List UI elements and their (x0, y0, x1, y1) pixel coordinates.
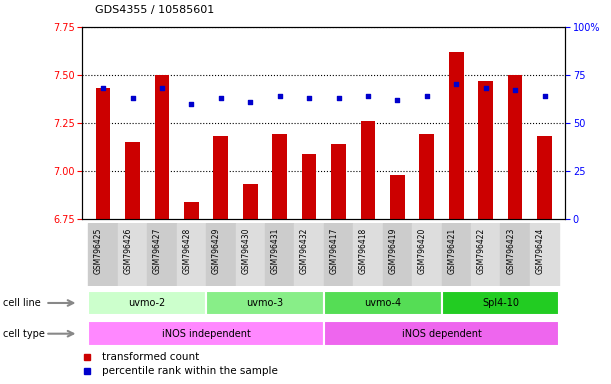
Text: GSM796424: GSM796424 (536, 228, 544, 274)
Text: GSM796430: GSM796430 (241, 228, 251, 274)
Bar (331, 144, 346, 219)
Bar (89, 321, 324, 346)
Point (392, 97, 402, 103)
Text: GSM796423: GSM796423 (506, 228, 515, 274)
Text: GDS4355 / 10585601: GDS4355 / 10585601 (95, 5, 214, 15)
Text: transformed count: transformed count (102, 352, 199, 362)
Text: uvmo-4: uvmo-4 (364, 298, 401, 308)
Text: percentile rank within the sample: percentile rank within the sample (102, 366, 277, 376)
Point (452, 81, 461, 88)
Bar (324, 291, 442, 315)
Point (510, 87, 520, 93)
Point (304, 95, 314, 101)
Bar (243, 184, 258, 219)
Bar (125, 142, 140, 219)
Bar (235, 223, 265, 286)
Bar (442, 291, 559, 315)
Text: GSM796432: GSM796432 (300, 228, 309, 274)
Text: GSM796419: GSM796419 (389, 228, 397, 274)
Text: GSM796421: GSM796421 (447, 228, 456, 274)
Bar (412, 223, 442, 286)
Bar (508, 75, 522, 219)
Bar (478, 81, 493, 219)
Bar (147, 223, 177, 286)
Bar (89, 223, 118, 286)
Text: GSM796431: GSM796431 (271, 228, 280, 274)
Bar (118, 223, 147, 286)
Text: uvmo-3: uvmo-3 (246, 298, 284, 308)
Bar (155, 75, 169, 219)
Point (540, 93, 549, 99)
Bar (324, 223, 353, 286)
Text: GSM796425: GSM796425 (94, 228, 103, 274)
Point (363, 93, 373, 99)
Bar (177, 223, 206, 286)
Text: GSM796428: GSM796428 (183, 228, 191, 274)
Point (246, 99, 255, 105)
Bar (420, 134, 434, 219)
Text: GSM796426: GSM796426 (123, 228, 133, 274)
Text: GSM796418: GSM796418 (359, 228, 368, 274)
Point (422, 93, 432, 99)
Bar (206, 291, 324, 315)
Point (334, 95, 343, 101)
Point (481, 85, 491, 91)
Point (98, 85, 108, 91)
Bar (530, 223, 559, 286)
Text: uvmo-2: uvmo-2 (128, 298, 166, 308)
Bar (442, 223, 471, 286)
Text: GSM796422: GSM796422 (477, 228, 486, 274)
Text: GSM796420: GSM796420 (418, 228, 427, 274)
Bar (273, 134, 287, 219)
Bar (382, 223, 412, 286)
Point (275, 93, 285, 99)
Bar (500, 223, 530, 286)
Text: cell line: cell line (3, 298, 41, 308)
Text: Spl4-10: Spl4-10 (482, 298, 519, 308)
Bar (213, 136, 228, 219)
Text: GSM796427: GSM796427 (153, 228, 162, 274)
Bar (537, 136, 552, 219)
Text: iNOS independent: iNOS independent (162, 329, 251, 339)
Bar (471, 223, 500, 286)
Bar (353, 223, 382, 286)
Bar (265, 223, 295, 286)
Bar (96, 88, 111, 219)
Bar (324, 321, 559, 346)
Bar (390, 175, 404, 219)
Bar (302, 154, 316, 219)
Bar (449, 52, 464, 219)
Text: iNOS dependent: iNOS dependent (401, 329, 481, 339)
Point (157, 85, 167, 91)
Bar (184, 202, 199, 219)
Point (216, 95, 225, 101)
Point (128, 95, 137, 101)
Text: cell type: cell type (3, 329, 45, 339)
Bar (360, 121, 375, 219)
Text: GSM796417: GSM796417 (329, 228, 338, 274)
Text: GSM796429: GSM796429 (212, 228, 221, 274)
Bar (89, 291, 206, 315)
Point (186, 101, 196, 107)
Bar (206, 223, 235, 286)
Bar (295, 223, 324, 286)
